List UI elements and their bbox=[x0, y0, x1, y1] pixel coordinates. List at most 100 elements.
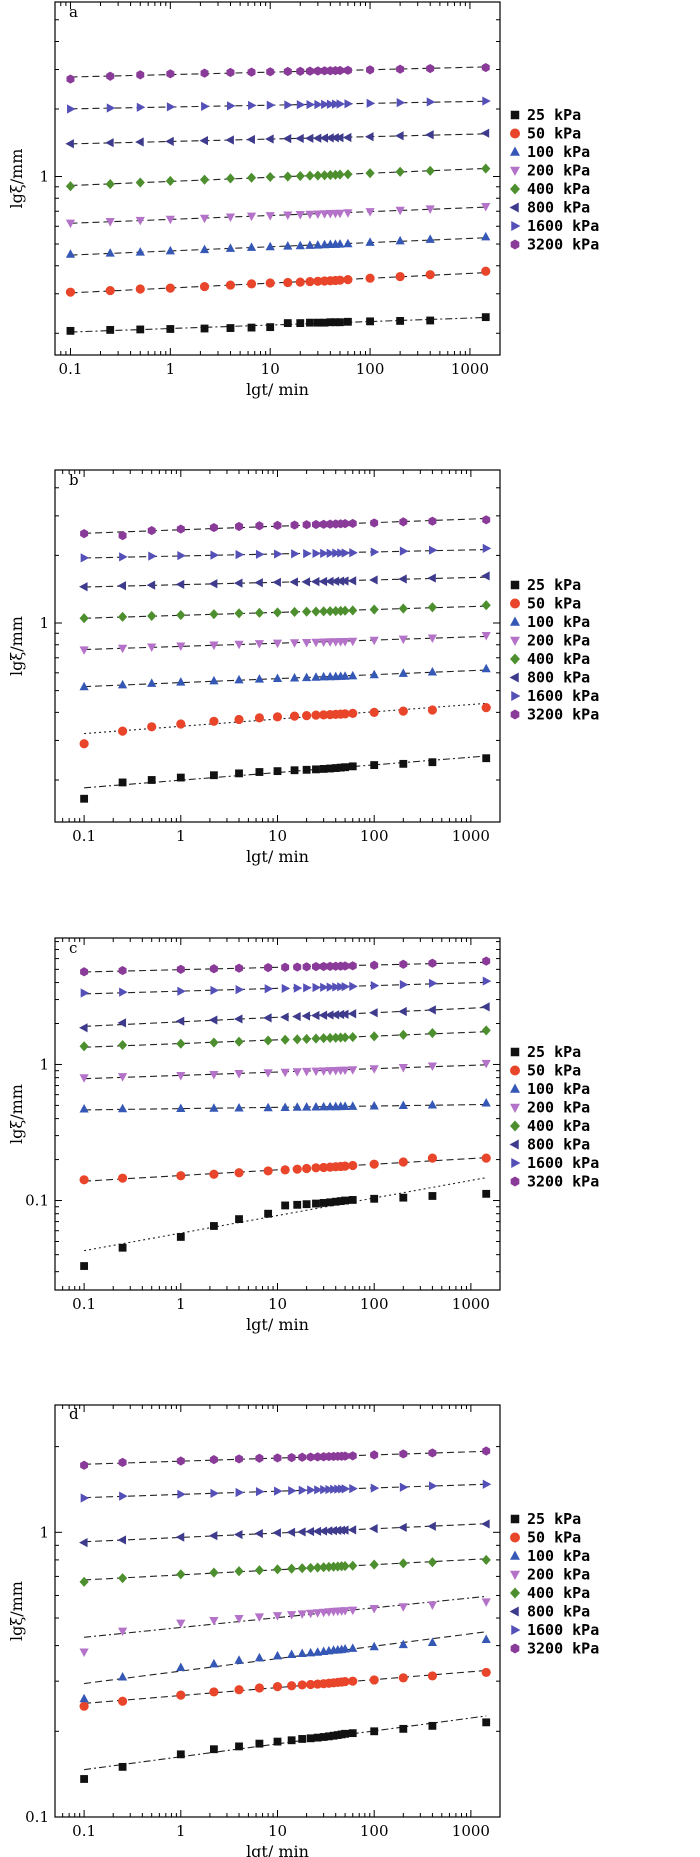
data-point bbox=[210, 551, 219, 560]
data-point bbox=[481, 129, 490, 138]
data-point bbox=[236, 1488, 245, 1497]
legend-label: 400 kPa bbox=[527, 1584, 590, 1602]
data-point bbox=[176, 1532, 185, 1541]
fit-line bbox=[70, 317, 485, 332]
data-point bbox=[311, 1034, 320, 1044]
fit-line bbox=[70, 67, 485, 77]
data-point bbox=[313, 549, 322, 558]
data-point bbox=[288, 1486, 297, 1495]
data-point bbox=[273, 1651, 282, 1660]
data-point bbox=[118, 727, 127, 736]
data-point bbox=[118, 645, 127, 654]
data-point bbox=[235, 522, 243, 531]
data-point bbox=[176, 610, 185, 620]
data-point bbox=[298, 1563, 307, 1573]
legend-label: 1600 kPa bbox=[527, 217, 599, 235]
data-point bbox=[312, 1200, 320, 1208]
data-point bbox=[106, 179, 115, 189]
data-point bbox=[295, 134, 304, 143]
data-point bbox=[177, 774, 185, 782]
data-point bbox=[481, 164, 490, 174]
x-tick-label: 10 bbox=[268, 1822, 287, 1840]
data-point bbox=[176, 1569, 185, 1579]
data-point bbox=[483, 976, 492, 985]
data-point bbox=[296, 67, 304, 76]
data-point bbox=[426, 234, 435, 243]
data-point bbox=[428, 959, 436, 968]
fit-line bbox=[84, 550, 486, 558]
legend-label: 1600 kPa bbox=[527, 687, 599, 705]
fit-line bbox=[84, 1451, 486, 1464]
legend-marker bbox=[510, 167, 520, 176]
legend-label: 3200 kPa bbox=[527, 1640, 599, 1658]
data-point bbox=[147, 678, 156, 687]
data-point bbox=[166, 325, 174, 333]
data-point bbox=[399, 1194, 407, 1202]
data-point bbox=[147, 722, 156, 731]
data-point bbox=[399, 1449, 407, 1458]
data-point bbox=[428, 1448, 436, 1457]
data-point bbox=[176, 1691, 185, 1700]
data-point bbox=[118, 1697, 127, 1706]
data-point bbox=[234, 1168, 243, 1177]
data-point bbox=[482, 1446, 490, 1455]
data-point bbox=[429, 758, 437, 766]
data-point bbox=[481, 267, 490, 276]
legend-marker bbox=[510, 203, 519, 213]
data-point bbox=[311, 1068, 320, 1077]
data-point bbox=[428, 1028, 437, 1038]
data-point bbox=[136, 177, 145, 187]
data-point bbox=[293, 1201, 301, 1209]
data-point bbox=[312, 765, 320, 773]
data-point bbox=[209, 609, 218, 619]
data-point bbox=[399, 707, 408, 716]
x-axis-title: lgt/ min bbox=[246, 1842, 309, 1857]
data-point bbox=[274, 767, 282, 775]
data-point bbox=[287, 1650, 296, 1659]
data-point bbox=[281, 1165, 290, 1174]
data-point bbox=[291, 766, 299, 774]
data-point bbox=[482, 515, 490, 524]
legend-marker bbox=[511, 221, 520, 231]
data-point bbox=[166, 246, 175, 255]
data-point bbox=[366, 65, 374, 74]
data-point bbox=[176, 719, 185, 728]
data-point bbox=[305, 171, 314, 181]
series-400-kPa bbox=[80, 1555, 491, 1587]
data-point bbox=[234, 608, 243, 618]
fit-line bbox=[84, 1524, 486, 1542]
data-point bbox=[342, 1484, 351, 1493]
data-point bbox=[176, 1039, 185, 1049]
data-point bbox=[234, 1566, 243, 1576]
data-point bbox=[274, 521, 282, 530]
data-point bbox=[370, 1450, 378, 1459]
plot-frame bbox=[55, 1405, 500, 1817]
series-50-kPa bbox=[66, 267, 490, 297]
y-tick-label: 1 bbox=[39, 168, 49, 186]
legend-marker bbox=[511, 1625, 520, 1635]
chart-panel-d: 0.1 1 10 100 10000.11lgt/ minlgξ/mm25 kPa50 … bbox=[7, 1405, 599, 1857]
data-point bbox=[66, 249, 75, 258]
legend-marker bbox=[510, 129, 520, 139]
data-point bbox=[349, 1451, 357, 1460]
data-point bbox=[118, 581, 127, 590]
data-point bbox=[177, 1233, 185, 1241]
data-point bbox=[293, 962, 301, 971]
data-point bbox=[234, 1530, 243, 1539]
data-point bbox=[265, 984, 274, 993]
data-point bbox=[302, 711, 311, 720]
data-point bbox=[349, 548, 358, 557]
legend-marker bbox=[511, 1515, 520, 1524]
data-point bbox=[136, 284, 145, 293]
data-point bbox=[400, 980, 409, 989]
data-point bbox=[266, 67, 274, 76]
data-point bbox=[226, 214, 235, 223]
legend-label: 25 kPa bbox=[527, 1510, 581, 1528]
data-point bbox=[209, 1170, 218, 1179]
data-point bbox=[398, 574, 407, 583]
legend-marker bbox=[510, 1084, 520, 1093]
data-point bbox=[80, 1041, 89, 1051]
data-point bbox=[290, 673, 299, 682]
data-point bbox=[481, 1002, 490, 1011]
fit-line bbox=[84, 703, 486, 733]
